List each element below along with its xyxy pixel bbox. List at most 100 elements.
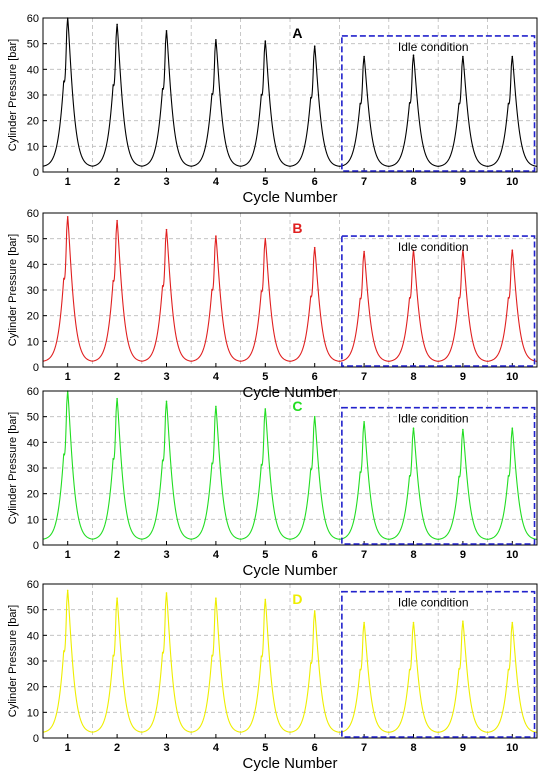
y-axis-title: Cylinder Pressure [bar] [7,39,19,152]
peak-point-cycle-2 [116,219,118,222]
x-tick-label: 8 [410,176,416,188]
peak-point-cycle-7 [363,621,365,624]
y-axis-title: Cylinder Pressure [bar] [7,412,19,525]
y-tick-label: 10 [27,141,39,153]
x-tick-label: 6 [312,371,318,383]
idle-condition-box [341,590,536,738]
peak-point-cycle-4 [215,405,217,408]
idle-condition-label: Idle condition [398,412,469,426]
x-tick-label: 6 [312,549,318,561]
y-tick-label: 0 [33,540,39,552]
y-tick-label: 10 [27,336,39,348]
peak-point-cycle-10 [511,427,514,430]
y-tick-label: 30 [27,656,39,668]
x-tick-label: 5 [262,742,268,754]
x-tick-label: 8 [410,742,416,754]
peak-point-cycle-8 [412,427,415,430]
x-tick-label: 10 [506,549,518,561]
peak-point-cycle-7 [363,55,365,58]
peak-point-cycle-1 [66,589,69,592]
peak-point-cycle-10 [511,249,514,252]
x-tick-label: 9 [460,176,466,188]
peak-point-cycle-6 [313,246,316,249]
idle-condition-box [341,406,536,545]
x-tick-label: 1 [65,371,71,383]
y-tick-label: 50 [27,605,39,617]
idle-condition-label: Idle condition [398,40,469,54]
y-tick-label: 30 [27,90,39,102]
y-tick-label: 10 [27,514,39,526]
x-tick-label: 3 [163,742,169,754]
x-axis-title: Cycle Number [242,189,337,206]
y-axis-title: Cylinder Pressure [bar] [7,605,19,718]
peak-point-cycle-6 [313,610,316,612]
x-tick-label: 10 [506,176,518,188]
peak-point-cycle-9 [462,620,464,623]
peak-point-cycle-6 [313,45,316,48]
x-tick-label: 2 [114,176,120,188]
peak-point-cycle-3 [165,228,168,231]
y-tick-label: 50 [27,412,39,424]
y-tick-label: 0 [33,167,39,179]
y-tick-label: 50 [27,234,39,246]
peak-point-cycle-9 [462,249,464,252]
peak-point-cycle-8 [412,249,415,252]
series-line [42,390,538,540]
y-axis-title: Cylinder Pressure [bar] [7,234,19,347]
x-tick-label: 5 [262,371,268,383]
x-tick-label: 2 [114,742,120,754]
panel-label: A [292,25,302,41]
y-tick-label: 30 [27,285,39,297]
panel-D: 0 10 20 30 40 50 60 1 2 3 4 5 6 7 8 9 10 Cycle Number Cyli… [7,579,538,772]
peak-point-cycle-1 [66,216,69,218]
x-tick-label: 6 [312,176,318,188]
x-tick-label: 5 [262,549,268,561]
peak-point-cycle-4 [215,235,217,237]
y-tick-label: 60 [27,13,39,25]
y-tick-label: 20 [27,116,39,128]
y-tick-label: 60 [27,208,39,220]
idle-condition-label: Idle condition [398,240,469,254]
x-tick-label: 9 [460,549,466,561]
x-tick-label: 2 [114,371,120,383]
x-axis-title: Cycle Number [242,562,337,579]
x-tick-label: 8 [410,371,416,383]
peak-point-cycle-3 [165,30,168,32]
peak-point-cycle-5 [264,598,267,601]
panel-A: 0 10 20 30 40 50 60 1 2 3 4 5 6 7 8 9 10 Cycle Number Cyli… [7,13,538,206]
x-axis-title: Cycle Number [242,755,337,772]
y-tick-label: 40 [27,630,39,642]
x-tick-label: 7 [361,549,367,561]
peak-point-cycle-7 [363,421,365,423]
peak-point-cycle-2 [116,397,118,400]
y-tick-label: 30 [27,463,39,475]
peak-point-cycle-3 [165,592,168,594]
peak-point-cycle-7 [363,250,365,253]
x-tick-label: 10 [506,742,518,754]
peak-point-cycle-3 [165,400,168,403]
x-tick-label: 4 [213,176,220,188]
series-line [42,590,538,733]
y-tick-label: 10 [27,707,39,719]
series-line [42,17,538,167]
panel-label: B [292,220,302,236]
x-tick-label: 6 [312,742,318,754]
x-tick-label: 8 [410,549,416,561]
x-tick-label: 1 [65,176,71,188]
idle-condition-box [341,235,536,367]
x-tick-label: 3 [163,371,169,383]
x-tick-label: 9 [460,371,466,383]
peak-point-cycle-4 [215,597,217,599]
peak-point-cycle-10 [511,621,514,624]
peak-point-cycle-8 [412,54,415,57]
y-tick-label: 60 [27,386,39,398]
peak-point-cycle-9 [462,55,464,58]
y-tick-label: 40 [27,437,39,449]
x-tick-label: 5 [262,176,268,188]
x-tick-label: 4 [213,742,220,754]
x-tick-label: 10 [506,371,518,383]
x-tick-label: 2 [114,549,120,561]
x-tick-label: 1 [65,742,71,754]
panel-C: 0 10 20 30 40 50 60 1 2 3 4 5 6 7 8 9 10 Cycle Number Cyli… [7,386,538,579]
panel-label: C [292,398,302,414]
